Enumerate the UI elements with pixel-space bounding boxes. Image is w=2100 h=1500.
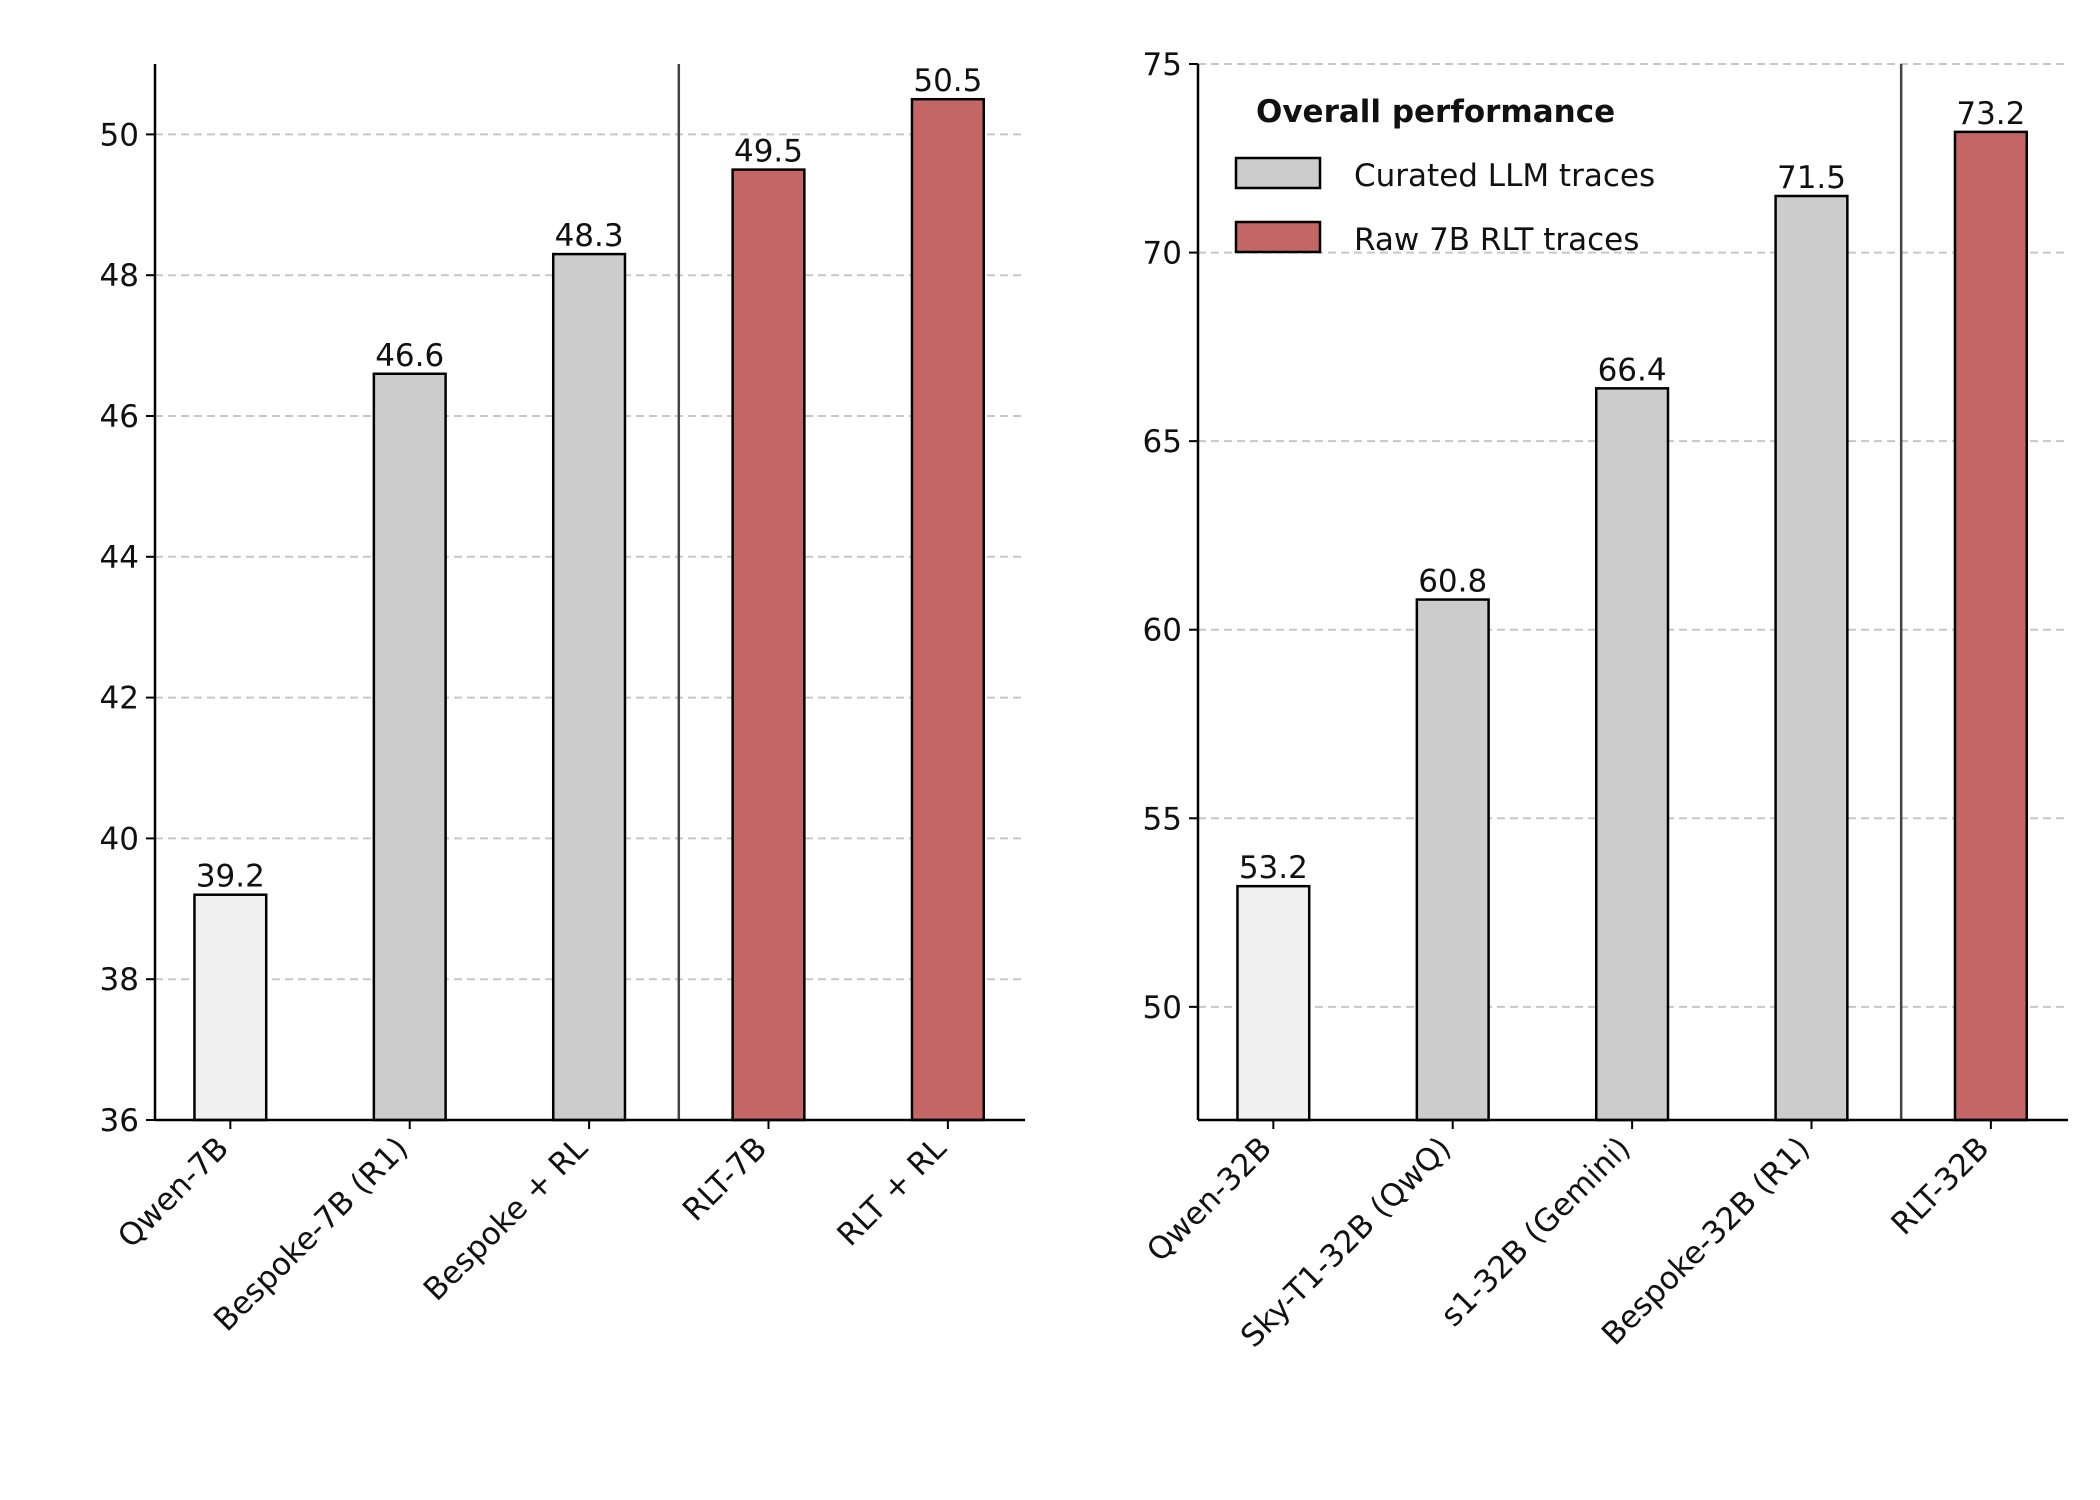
value-label: 50.5 xyxy=(913,63,982,99)
y-tick-label: 50 xyxy=(100,117,139,153)
x-tick-label: s1-32B (Gemini) xyxy=(1434,1130,1638,1334)
y-tick-label: 40 xyxy=(100,821,139,857)
bar xyxy=(551,252,627,1122)
value-label: 49.5 xyxy=(734,134,803,170)
value-label: 39.2 xyxy=(196,859,265,895)
x-tick-label: RLT + RL xyxy=(830,1130,954,1254)
value-label: 60.8 xyxy=(1418,564,1487,600)
bar xyxy=(1594,387,1670,1122)
x-tick-label: Bespoke-7B (R1) xyxy=(207,1130,415,1338)
legend-label: Curated LLM traces xyxy=(1354,158,1655,194)
y-tick-label: 42 xyxy=(100,681,139,717)
y-tick-label: 46 xyxy=(100,399,139,435)
y-tick-label: 36 xyxy=(100,1103,139,1139)
y-tick-label: 55 xyxy=(1143,801,1182,837)
value-label: 53.2 xyxy=(1239,850,1308,886)
bar xyxy=(372,372,447,1122)
value-label: 48.3 xyxy=(555,218,624,254)
x-tick-label: RLT-7B xyxy=(676,1130,774,1228)
value-label: 73.2 xyxy=(1956,96,2025,132)
y-tick-label: 65 xyxy=(1143,424,1182,460)
x-tick-label: Bespoke + RL xyxy=(417,1130,595,1308)
y-tick-label: 60 xyxy=(1143,613,1182,649)
y-tick-label: 44 xyxy=(100,540,139,576)
x-tick-label: Qwen-7B xyxy=(111,1130,236,1255)
chart: 36 38 40 42 44 46 48 50 39.2 Qwen-7B 46.6 Bespoke-7… xyxy=(100,63,1025,1338)
legend-swatch xyxy=(1234,156,1322,190)
bar xyxy=(731,168,806,1122)
bar xyxy=(193,893,268,1122)
y-tick-label: 75 xyxy=(1143,47,1182,83)
legend-title: Overall performance xyxy=(1256,94,1615,130)
legend-swatch xyxy=(1234,220,1322,254)
bar xyxy=(910,97,985,1122)
y-tick-label: 48 xyxy=(100,258,139,294)
bar xyxy=(1415,598,1490,1122)
bar xyxy=(1236,884,1311,1122)
x-tick-label: Qwen-32B xyxy=(1140,1130,1279,1269)
legend-label: Raw 7B RLT traces xyxy=(1354,222,1639,258)
x-tick-label: RLT-32B xyxy=(1884,1130,1996,1242)
bar xyxy=(1774,194,1849,1122)
y-tick-label: 38 xyxy=(100,962,139,998)
bar xyxy=(1953,130,2028,1122)
value-label: 66.4 xyxy=(1598,352,1667,388)
value-label: 46.6 xyxy=(375,338,444,374)
y-tick-label: 50 xyxy=(1143,990,1182,1026)
y-tick-label: 70 xyxy=(1143,236,1182,272)
value-label: 71.5 xyxy=(1777,160,1846,196)
